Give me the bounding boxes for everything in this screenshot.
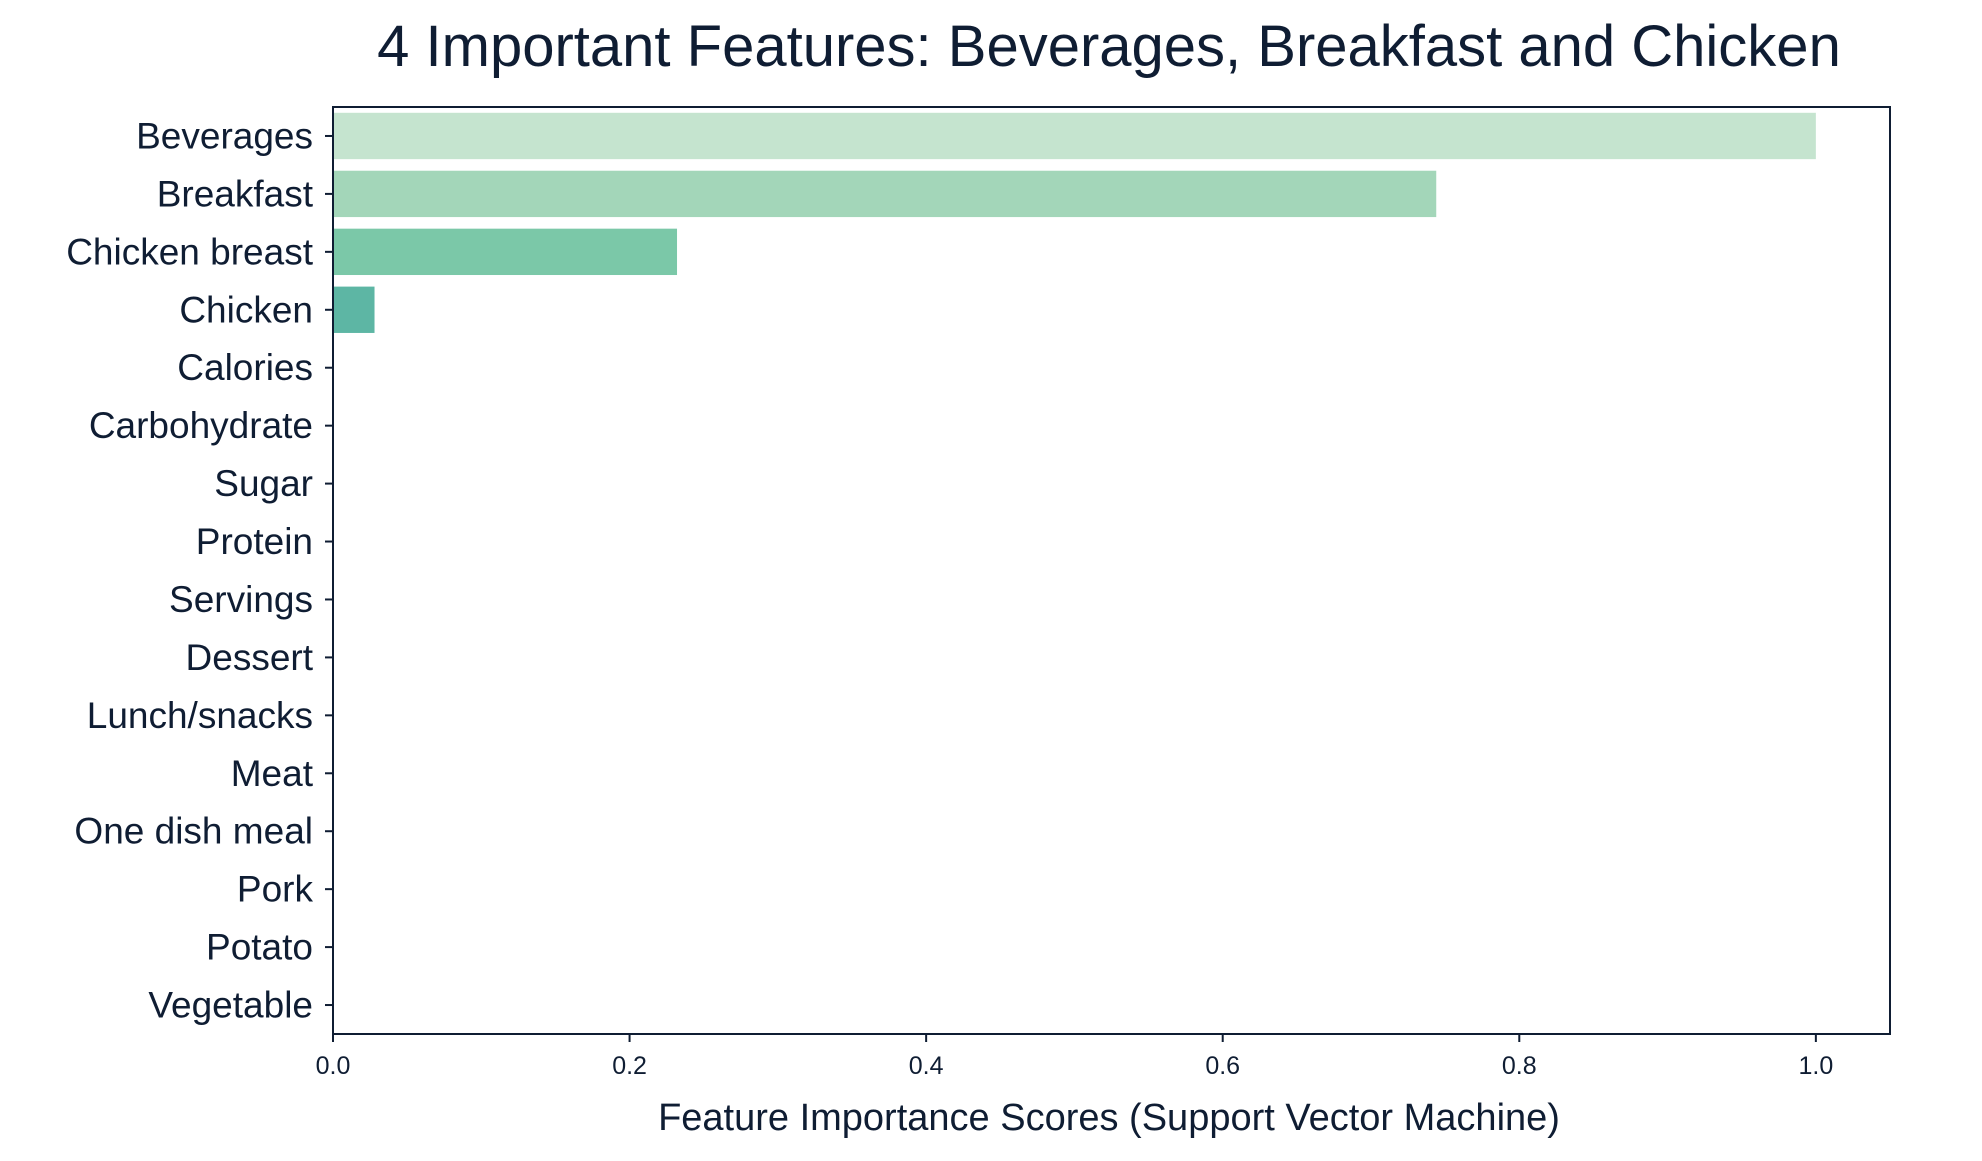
y-tick-label: Vegetable	[148, 985, 313, 1026]
bar-chicken	[333, 286, 375, 333]
y-tick-label: Sugar	[214, 463, 313, 504]
y-tick-label: Lunch/snacks	[87, 695, 313, 736]
x-tick-label: 0.4	[909, 1052, 944, 1080]
chart-title: 4 Important Features: Beverages, Breakfa…	[377, 14, 1841, 79]
plot-frame	[332, 106, 1891, 1035]
y-tick-label: Breakfast	[157, 173, 314, 214]
x-tick-label: 0.2	[612, 1052, 647, 1080]
y-tick-label: Protein	[196, 521, 313, 562]
y-tick-label: Beverages	[136, 115, 313, 156]
y-tick-label: Servings	[169, 579, 313, 620]
y-tick-label: One dish meal	[74, 811, 313, 852]
x-tick-label: 1.0	[1798, 1052, 1833, 1080]
y-tick-label: Meat	[231, 753, 314, 794]
bar-chicken-breast	[333, 228, 678, 276]
x-tick-label: 0.6	[1205, 1052, 1240, 1080]
x-axis-ticks: 0.0 0.2 0.4 0.6 0.8 1.0	[316, 1034, 1833, 1080]
y-tick-label: Chicken	[179, 289, 313, 330]
bars-group	[333, 112, 1816, 333]
x-tick-label: 0.0	[316, 1052, 351, 1080]
y-tick-label: Chicken breast	[66, 231, 314, 272]
y-tick-label: Dessert	[186, 637, 314, 678]
x-tick-label: 0.8	[1502, 1052, 1537, 1080]
y-tick-label: Potato	[206, 927, 313, 968]
y-tick-label: Calories	[177, 347, 313, 388]
bar-beverages	[333, 112, 1816, 160]
y-tick-label: Pork	[237, 869, 314, 910]
bar-breakfast	[333, 170, 1437, 218]
y-tick-label: Carbohydrate	[89, 405, 313, 446]
y-axis-ticks: Beverages Breakfast Chicken breast Chicken C…	[66, 115, 333, 1026]
x-axis-label: Feature Importance Scores (Support Vecto…	[658, 1097, 1560, 1139]
